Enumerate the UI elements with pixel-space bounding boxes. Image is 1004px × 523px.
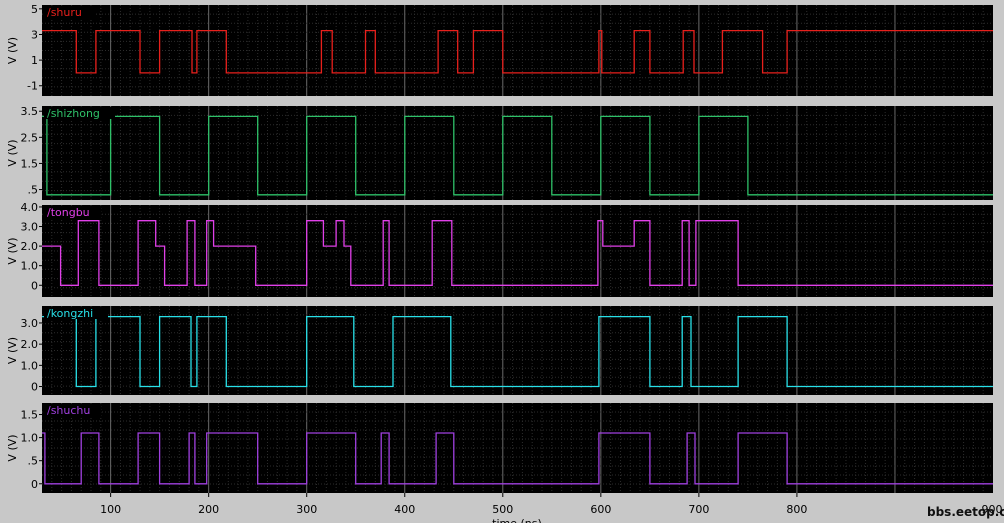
x-tick-label: 500 (492, 503, 513, 516)
waveform-shizhong (42, 115, 993, 196)
y-tick-label: -1 (27, 80, 38, 93)
x-tick-label: 700 (688, 503, 709, 516)
waveform-kongzhi (42, 315, 993, 388)
plot-panel-3 (42, 306, 993, 395)
plot-panel-1 (42, 106, 993, 200)
y-tick-label: 2.0 (21, 240, 39, 253)
signal-name-label[interactable]: /tongbu (47, 206, 90, 219)
y-tick-label: .5 (28, 184, 39, 197)
y-axis-label: V (V) (6, 139, 19, 166)
signal-tag-bg (44, 307, 108, 319)
y-tick-label: .5 (28, 455, 39, 468)
signal-name-label[interactable]: /shuchu (47, 404, 90, 417)
y-tick-label: 2.0 (21, 338, 39, 351)
x-tick-label: 300 (296, 503, 317, 516)
y-tick-label: 1.0 (21, 432, 39, 445)
y-tick-label: 0 (31, 279, 38, 292)
y-tick-label: 0 (31, 478, 38, 491)
y-tick-label: 5 (31, 3, 38, 16)
signal-name-label[interactable]: /kongzhi (47, 307, 93, 320)
x-tick-label: 100 (100, 503, 121, 516)
y-tick-label: 2.5 (21, 131, 39, 144)
y-tick-label: 3 (31, 28, 38, 41)
plot-panel-0 (42, 5, 993, 96)
y-tick-label: 1.0 (21, 359, 39, 372)
y-axis-label: V (V) (6, 434, 19, 461)
x-tick-label: 800 (786, 503, 807, 516)
signal-name-label[interactable]: /shizhong (47, 107, 100, 120)
y-tick-label: 3.0 (21, 317, 39, 330)
y-tick-label: 4.0 (21, 201, 39, 214)
signal-tag-bg (44, 107, 115, 119)
y-tick-label: 0 (31, 381, 38, 394)
y-axis-label: V (V) (6, 337, 19, 364)
x-tick-label: 200 (198, 503, 219, 516)
signal-tag-bg (44, 6, 94, 18)
plot-panel-2 (42, 205, 993, 297)
y-tick-label: 1.0 (21, 260, 39, 273)
waveform-shuru (42, 29, 993, 74)
signal-name-label[interactable]: /shuru (47, 6, 82, 19)
waveform-shuchu (42, 432, 993, 485)
signal-tag-bg (44, 404, 101, 416)
x-tick-label: 900 (982, 503, 1003, 516)
x-tick-label: 400 (394, 503, 415, 516)
y-tick-label: 1 (31, 54, 38, 67)
y-tick-label: 1.5 (21, 157, 39, 170)
y-tick-label: 3.0 (21, 221, 39, 234)
x-axis-label: time (ns) (492, 517, 542, 523)
signal-tag-bg (44, 206, 101, 218)
y-axis-label: V (V) (6, 37, 19, 64)
waveform-tongbu (42, 220, 993, 286)
plot-panel-4 (42, 403, 993, 493)
x-tick-label: 600 (590, 503, 611, 516)
watermark-text: bbs.eetop.cn (927, 505, 1004, 519)
y-axis-label: V (V) (6, 237, 19, 264)
y-tick-label: 3.5 (21, 105, 39, 118)
y-tick-label: 1.5 (21, 409, 39, 422)
